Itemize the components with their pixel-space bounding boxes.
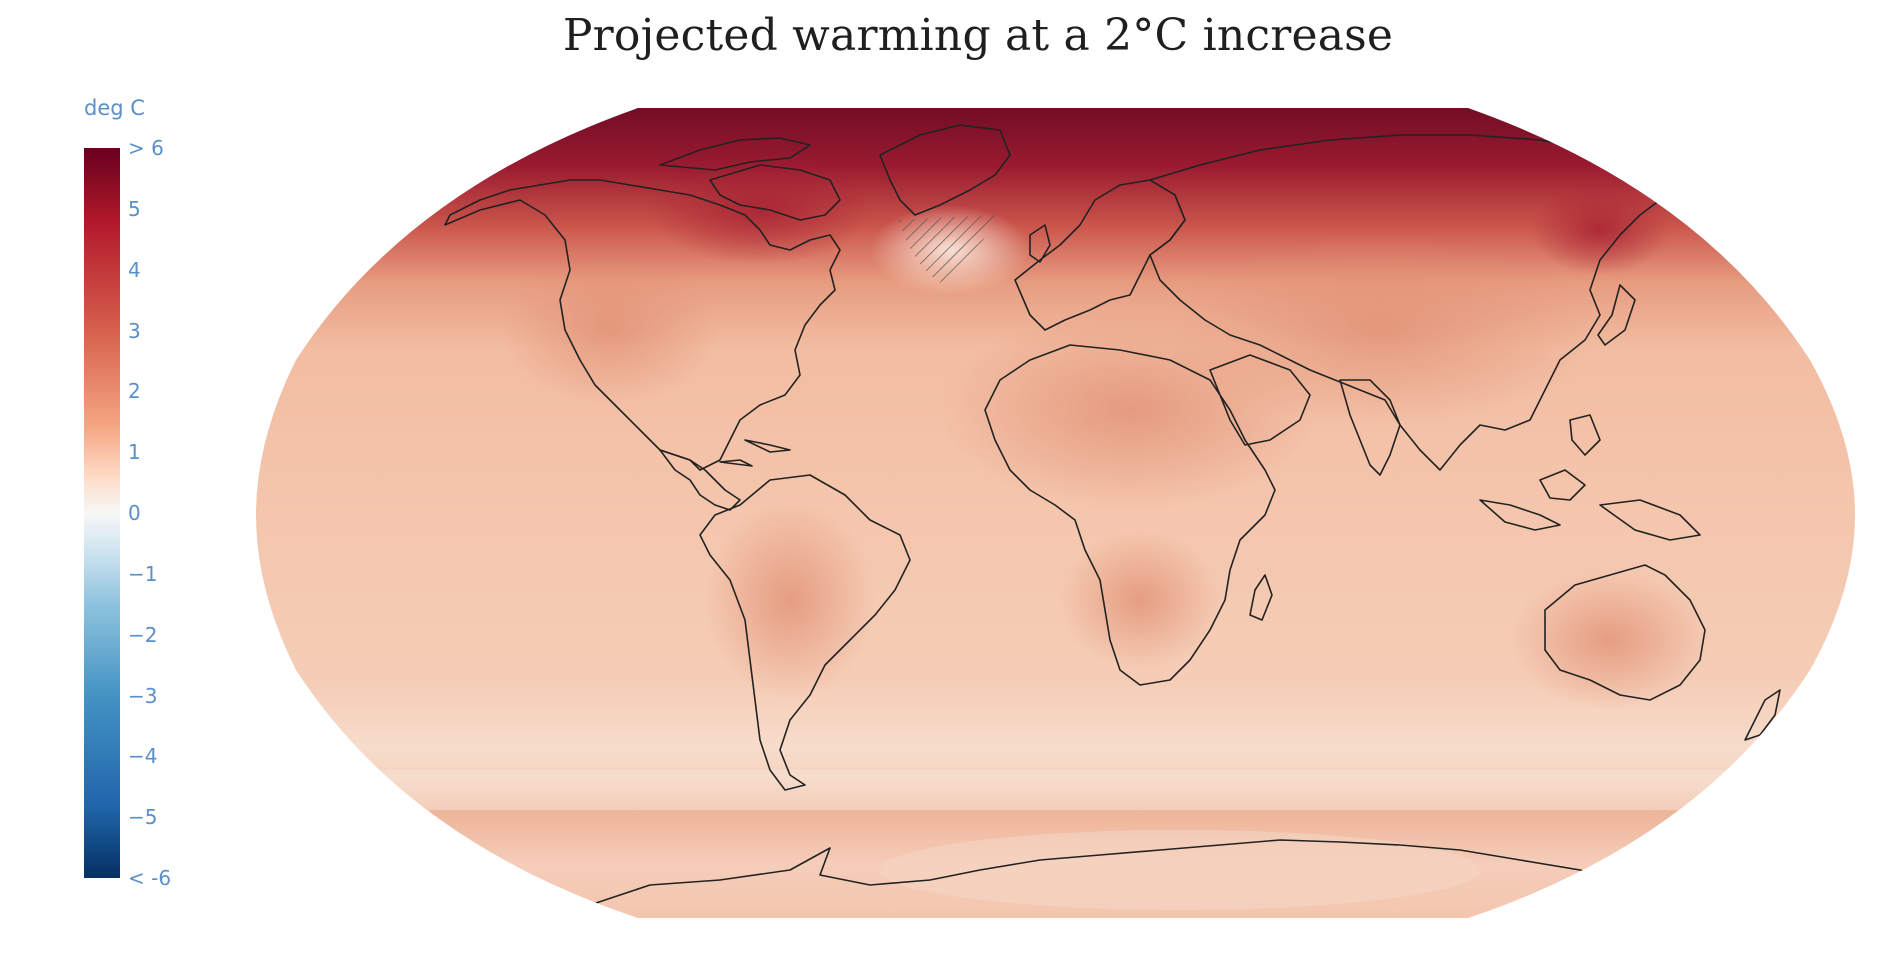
colorbar-tick-label: −2 xyxy=(128,622,158,647)
colorbar-tick-label: 4 xyxy=(128,257,141,282)
colorbar-tick-label: 5 xyxy=(128,196,141,221)
colorbar-tick-label: > 6 xyxy=(128,136,164,160)
colorbar-tick-label: 0 xyxy=(128,501,141,525)
colorbar-title: deg C xyxy=(84,96,145,120)
temperature-field xyxy=(256,108,1855,918)
colorbar-tick-label: 1 xyxy=(128,440,141,465)
colorbar-tick-label: 3 xyxy=(128,318,141,343)
colorbar-tick-label: 2 xyxy=(128,379,141,404)
colorbar-tick-label: < -6 xyxy=(128,866,172,890)
colorbar-tick-label: −3 xyxy=(128,683,158,708)
colorbar-tick-label: −1 xyxy=(128,561,158,586)
colorbar-tick-label: −5 xyxy=(128,805,158,830)
colorbar-tick-label: −4 xyxy=(128,744,158,769)
hatched-region xyxy=(898,215,995,285)
colorbar xyxy=(84,148,120,878)
map-title: Projected warming at a 2°C increase xyxy=(562,10,1394,61)
